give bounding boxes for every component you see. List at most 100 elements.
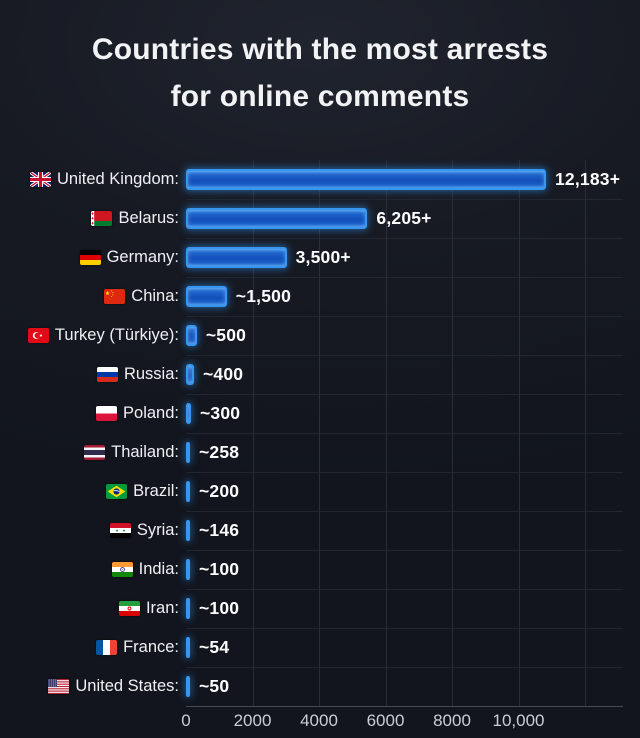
country-label: China: [0, 287, 186, 306]
flag-tr-icon [27, 328, 49, 343]
chart-row: Iran: ~100 [0, 589, 640, 628]
x-tick-label: 2000 [233, 711, 272, 730]
value-bar [186, 208, 368, 229]
bar-cell: ~146 [186, 520, 640, 541]
value-bar [186, 559, 190, 580]
value-label: ~500 [205, 325, 247, 345]
x-tick-label: 0 [181, 711, 191, 730]
value-bar [186, 676, 190, 697]
value-label: ~146 [199, 520, 240, 540]
chart-title-line-1: Countries with the most arrests [91, 33, 549, 66]
flag-fr-icon [96, 640, 118, 655]
country-label: Turkey (Türkiye): [0, 326, 186, 345]
chart-row: Thailand: ~258 [0, 433, 640, 472]
country-label: France: [0, 638, 186, 657]
chart-row: India: ~100 [0, 550, 640, 589]
country-label: Iran: [0, 599, 186, 618]
bar-cell: 6,205+ [186, 208, 640, 229]
grid-hline [186, 628, 623, 629]
country-label: United Kingdom: [0, 170, 186, 189]
value-label: ~100 [199, 598, 240, 618]
grid-hline [186, 472, 623, 473]
x-axis: 0 2000 4000 6000 8000 10,000 [181, 706, 623, 734]
value-label: 6,205+ [376, 208, 432, 228]
country-label: Brazil: [0, 482, 186, 501]
value-label: 3,500+ [295, 247, 351, 267]
chart-row: Brazil: ~200 [0, 472, 640, 511]
bar-cell: 3,500+ [186, 247, 640, 268]
grid-hline [186, 355, 623, 356]
grid-hline [186, 238, 623, 239]
value-bar [186, 442, 190, 463]
country-label: Russia: [0, 365, 186, 384]
country-name-tr: Turkey (Türkiye): [54, 326, 179, 344]
bar-cell: ~1,500 [186, 286, 640, 307]
country-label: Syria: [0, 521, 186, 540]
flag-gb-icon [30, 172, 51, 187]
country-name-us: United States: [75, 677, 179, 695]
grid-hline [186, 667, 623, 668]
value-label: ~50 [199, 676, 230, 696]
chart-row: United Kingdom: 12,183+ [0, 160, 640, 199]
bar-cell: ~50 [186, 676, 640, 697]
value-bar [186, 520, 190, 541]
flag-th-icon [84, 445, 106, 460]
flag-sy-icon [109, 523, 131, 538]
value-bar [186, 286, 227, 307]
country-name-br: Brazil: [133, 482, 179, 500]
value-bar [186, 169, 546, 190]
value-bar [186, 364, 194, 385]
chart-row: Russia: ~400 [0, 355, 640, 394]
grid-hline [186, 199, 623, 200]
country-label: Belarus: [0, 209, 186, 228]
chart-row: Belarus: 6,205+ [0, 199, 640, 238]
bar-cell: ~200 [186, 481, 640, 502]
value-label: 12,183+ [555, 169, 621, 189]
country-label: Germany: [0, 248, 186, 267]
flag-in-icon [111, 562, 133, 577]
chart-row: China: ~1,500 [0, 277, 640, 316]
country-name-cn: China: [131, 287, 179, 305]
bar-cell: ~54 [186, 637, 640, 658]
bar-cell: ~500 [186, 325, 640, 346]
flag-pl-icon [96, 406, 118, 421]
country-label: United States: [0, 677, 186, 696]
grid-hline [186, 277, 623, 278]
chart-row: Poland: ~300 [0, 394, 640, 433]
bar-cell: 12,183+ [186, 169, 640, 190]
country-label: Poland: [0, 404, 186, 423]
flag-by-icon [91, 211, 113, 226]
value-label: ~100 [199, 559, 240, 579]
x-tick-label: 4000 [300, 711, 338, 730]
bar-cell: ~100 [186, 559, 640, 580]
country-name-th: Thailand: [111, 443, 179, 461]
value-bar [186, 247, 287, 268]
country-name-gb: United Kingdom: [57, 170, 179, 188]
value-label: ~400 [203, 364, 244, 384]
x-tick-label: 6000 [366, 711, 405, 730]
country-name-pl: Poland: [123, 404, 179, 422]
grid-hline [186, 433, 623, 434]
bar-cell: ~300 [186, 403, 640, 424]
grid-hline [186, 550, 623, 551]
country-name-ir: Iran: [145, 599, 179, 617]
chart-row: United States: ~50 [0, 667, 640, 706]
flag-de-icon [79, 250, 101, 265]
country-name-ru: Russia: [123, 365, 179, 383]
flag-cn-icon [104, 289, 126, 304]
chart-row: Syria: ~146 [0, 511, 640, 550]
bar-cell: ~258 [186, 442, 640, 463]
country-name-fr: France: [123, 638, 179, 656]
x-tick-label: 8000 [433, 711, 471, 730]
country-name-sy: Syria: [136, 521, 179, 539]
x-tick-label: 10,000 [492, 711, 545, 730]
country-name-de: Germany: [106, 248, 179, 266]
value-label: ~200 [199, 481, 240, 501]
flag-br-icon [106, 484, 128, 499]
value-bar [186, 481, 190, 502]
flag-ir-icon [118, 601, 140, 616]
bar-cell: ~100 [186, 598, 640, 619]
chart-row: Germany: 3,500+ [0, 238, 640, 277]
country-name-in: India: [138, 560, 179, 578]
